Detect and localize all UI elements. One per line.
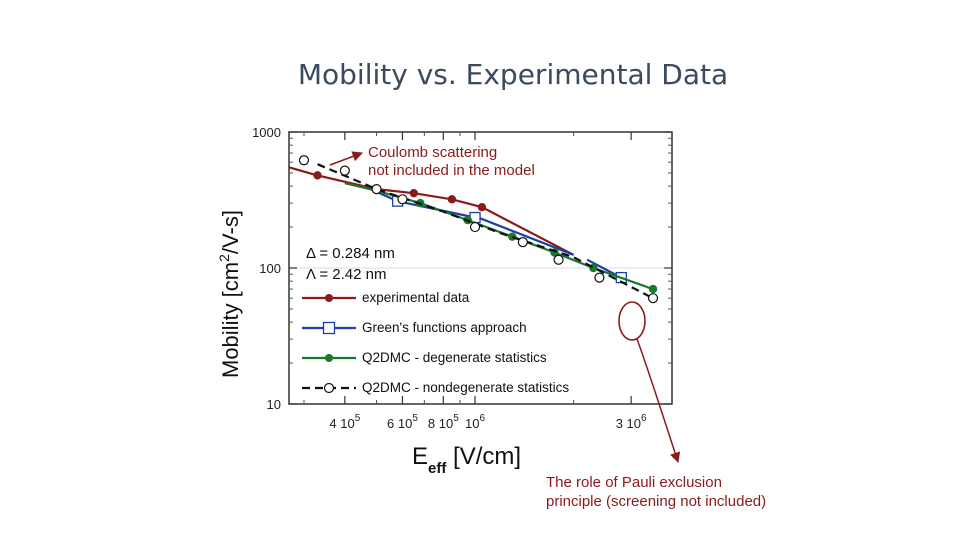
series-line-green-s-functions-approach xyxy=(586,258,622,279)
annotation-coulomb-arrow xyxy=(329,151,363,166)
data-point-q2dmc-nondegenerate-statistics xyxy=(594,272,605,283)
legend-marker-greens xyxy=(322,321,336,335)
legend-label-greens: Green's functions approach xyxy=(362,320,527,335)
data-point-experimental-data xyxy=(447,195,457,204)
axis-ticks: 10 100 1000 4 105 6 105 8 105 106 3 106 xyxy=(252,125,672,431)
data-point-experimental-data xyxy=(477,202,487,212)
y-tick-label: 10 xyxy=(267,397,281,412)
param-lambda: Λ = 2.42 nm xyxy=(306,266,387,283)
legend-label-nondegenerate: Q2DMC - nondegenerate statistics xyxy=(362,380,569,395)
data-point-q2dmc-nondegenerate-statistics xyxy=(339,165,350,176)
series-line-experimental-data xyxy=(288,166,575,256)
slide-title: Mobility vs. Experimental Data xyxy=(297,58,729,91)
x-tick-label: 6 105 xyxy=(387,413,418,431)
legend-item-greens: Green's functions approach xyxy=(302,320,527,335)
y-axis-label-main: Mobility [cm xyxy=(218,262,243,378)
data-point-q2dmc-nondegenerate-statistics xyxy=(298,155,310,166)
series-line-q2dmc-nondegenerate-statistics xyxy=(317,163,654,300)
x-tick-label: 8 105 xyxy=(428,413,459,431)
legend-label-degenerate: Q2DMC - degenerate statistics xyxy=(362,350,547,365)
x-axis-label-sub: eff xyxy=(428,460,447,477)
annotation-pauli-line2: principle (screening not included) xyxy=(546,493,766,510)
legend-item-experimental: experimental data xyxy=(302,290,470,305)
x-tick-label: 3 106 xyxy=(616,413,647,431)
series-layer xyxy=(288,155,659,304)
data-point-experimental-data xyxy=(409,188,419,198)
data-point-q2dmc-degenerate-statistics xyxy=(508,232,517,241)
y-axis-label-unit: /V-s] xyxy=(218,210,243,254)
series-line-green-s-functions-approach xyxy=(474,215,574,256)
legend-item-degenerate: Q2DMC - degenerate statistics xyxy=(302,350,547,365)
data-point-q2dmc-nondegenerate-statistics xyxy=(553,254,564,265)
legend: experimental data Green's functions appr… xyxy=(302,290,569,395)
x-axis-label-unit: [V/cm] xyxy=(446,443,521,470)
y-tick-label: 100 xyxy=(259,261,281,276)
legend-marker-degenerate xyxy=(325,354,333,362)
x-axis-label-main: E xyxy=(412,443,428,470)
annotation-coulomb-line1: Coulomb scattering xyxy=(368,144,497,161)
annotation-pauli-line1: The role of Pauli exclusion xyxy=(546,474,722,491)
data-point-experimental-data xyxy=(313,171,322,180)
series-q2dmc-nondegenerate-statistics xyxy=(298,155,659,304)
series-experimental-data xyxy=(288,166,575,256)
legend-item-nondegenerate: Q2DMC - nondegenerate statistics xyxy=(302,380,569,395)
y-axis-label: Mobility [cm2/V-s] xyxy=(216,210,243,378)
data-point-q2dmc-nondegenerate-statistics xyxy=(517,237,528,248)
data-point-q2dmc-nondegenerate-statistics xyxy=(397,194,408,205)
legend-marker-experimental xyxy=(325,294,333,302)
data-point-q2dmc-degenerate-statistics xyxy=(648,284,658,294)
y-tick-label: 1000 xyxy=(252,125,281,140)
annotation-coulomb-line2: not included in the model xyxy=(368,162,535,179)
x-tick-label: 4 105 xyxy=(329,413,360,431)
annotation-pauli-arrow xyxy=(636,338,681,463)
series-green-s-functions-approach xyxy=(370,188,627,284)
data-point-q2dmc-nondegenerate-statistics xyxy=(647,293,659,304)
data-point-q2dmc-nondegenerate-statistics xyxy=(371,184,382,195)
x-tick-label: 106 xyxy=(465,413,485,431)
pauli-highlight-ellipse xyxy=(618,301,646,341)
param-delta: Δ = 0.284 nm xyxy=(306,245,395,262)
legend-label-experimental: experimental data xyxy=(362,290,470,305)
data-point-q2dmc-nondegenerate-statistics xyxy=(469,221,481,233)
x-axis-label: Eeff [V/cm] xyxy=(412,443,521,477)
y-axis-label-sup: 2 xyxy=(216,254,232,262)
legend-marker-nondegenerate xyxy=(323,382,335,394)
